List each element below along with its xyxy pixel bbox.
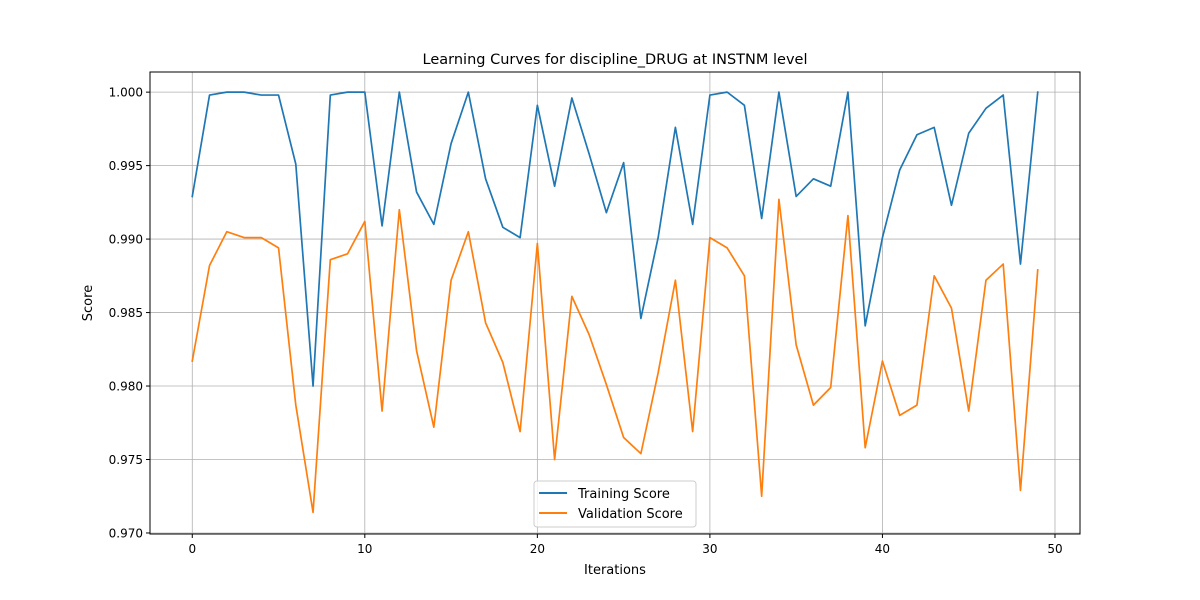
- y-axis-label: Score: [81, 285, 96, 321]
- y-tick-label: 0.970: [109, 526, 143, 540]
- y-tick-label: 0.980: [109, 380, 143, 394]
- x-tick-label: 10: [357, 542, 372, 556]
- x-tick-label: 50: [1047, 542, 1062, 556]
- x-tick-label: 0: [188, 542, 196, 556]
- y-tick-label: 0.990: [109, 233, 143, 247]
- y-tick-label: 0.995: [109, 159, 143, 173]
- y-tick-label: 0.975: [109, 453, 143, 467]
- chart-title: Learning Curves for discipline_DRUG at I…: [423, 52, 808, 68]
- series-layer: [191, 91, 1039, 514]
- validation-score-line: [191, 198, 1039, 514]
- legend-label-validation: Validation Score: [578, 507, 683, 522]
- x-tick-label: 20: [530, 542, 545, 556]
- x-tick-label: 30: [702, 542, 717, 556]
- legend-box: [533, 480, 697, 528]
- training-score-line: [191, 91, 1039, 387]
- x-axis-label: Iterations: [584, 563, 646, 578]
- legend: Training Score Validation Score: [533, 480, 697, 528]
- y-tick-label: 0.985: [109, 306, 143, 320]
- y-axis-ticks: 0.970 0.975 0.980 0.985 0.990 0.995 1.000: [109, 86, 150, 540]
- y-tick-label: 1.000: [109, 86, 143, 100]
- x-axis-ticks: 0 10 20 30 40 50: [188, 534, 1063, 556]
- legend-label-training: Training Score: [577, 487, 670, 502]
- x-tick-label: 40: [875, 542, 890, 556]
- plot-frame: [149, 71, 1081, 535]
